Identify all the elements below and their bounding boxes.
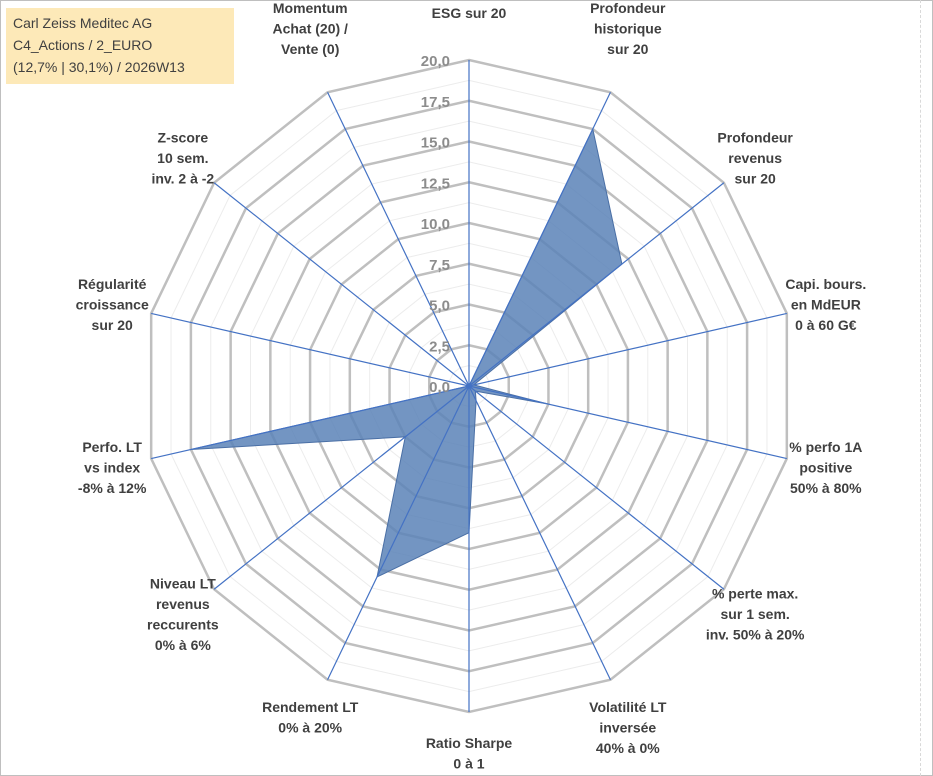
category-label-line: -8% à 12% [78, 480, 147, 496]
edge-divider [920, 0, 921, 776]
axis-spoke [151, 312, 470, 387]
category-label-line: sur 20 [735, 170, 776, 186]
category-label: Ratio Sharpe 0 à 1 [426, 735, 513, 772]
performance-week: (12,7% | 30,1%) / 2026W13 [13, 59, 185, 75]
category-label-line: Régularité [78, 276, 147, 292]
category-label-line: Niveau LT [150, 575, 216, 591]
category-label-line: ESG sur 20 [432, 5, 507, 21]
axis-spoke [468, 182, 725, 387]
category-label-line: Profondeur [717, 129, 793, 145]
category-label-line: historique [594, 21, 662, 37]
category-label-line: revenus [156, 596, 210, 612]
category-label: Régularité croissance sur 20 [76, 276, 149, 333]
category-label-line: revenus [728, 150, 782, 166]
category-label-line: 40% à 0% [596, 740, 660, 756]
axis-spoke [151, 385, 470, 460]
axis-spokes [151, 60, 787, 712]
axis-spoke [468, 312, 787, 387]
tick-label: 5,0 [429, 298, 450, 315]
category-label: Profondeur historique sur 20 [590, 0, 666, 57]
category-label-line: % perte max. [712, 586, 798, 602]
category-label-line: inv. 2 à -2 [151, 170, 214, 186]
series-area [190, 127, 623, 578]
tick-label: 15,0 [421, 135, 450, 152]
axis-spoke [213, 385, 470, 590]
category-label: Momentum Achat (20) / Vente (0) [272, 0, 348, 57]
category-label: Note ESG sur 20 [432, 0, 507, 21]
category-label-line: Note [453, 0, 484, 1]
category-label-line: croissance [76, 297, 149, 313]
tick-label: 0,0 [429, 379, 450, 396]
category-label-line: inversée [599, 719, 656, 735]
axis-spoke [327, 92, 470, 387]
category-label: Perfo. LT vs index -8% à 12% [78, 439, 147, 496]
category-label: % perfo 1A positive 50% à 80% [789, 439, 862, 496]
radial-tick-labels: 0,0 2,5 5,0 7,5 10,0 12,5 15,0 17,5 20,0 [421, 53, 450, 396]
category-label: Capi. bours. en MdEUR 0 à 60 G€ [785, 276, 866, 333]
portfolio-category: C4_Actions / 2_EURO [13, 37, 153, 53]
category-label-line: 0 à 1 [453, 756, 484, 772]
category-label-line: sur 20 [607, 41, 648, 57]
category-label-line: sur 1 sem. [721, 606, 790, 622]
category-label-line: 50% à 80% [790, 480, 862, 496]
tick-label: 7,5 [429, 257, 450, 274]
axis-spoke [468, 385, 725, 590]
category-label-line: 0% à 20% [278, 719, 342, 735]
category-label-line: inv. 50% à 20% [706, 627, 805, 643]
category-label-line: % perfo 1A [789, 439, 862, 455]
category-label: Profondeur revenus sur 20 [717, 129, 793, 186]
category-label-line: Z-score [158, 129, 209, 145]
series-layer [190, 127, 623, 578]
category-label-line: 10 sem. [157, 150, 208, 166]
category-label-line: Vente (0) [281, 41, 339, 57]
chart-title-box: Carl Zeiss Meditec AG C4_Actions / 2_EUR… [6, 8, 234, 84]
category-label: Niveau LT revenus reccurents 0% à 6% [147, 575, 219, 653]
category-label-line: 0% à 6% [155, 637, 212, 653]
axis-spoke [468, 385, 787, 460]
tick-label: 17,5 [421, 94, 450, 111]
category-label-line: en MdEUR [791, 297, 861, 313]
category-label-line: Volatilité LT [589, 699, 667, 715]
axis-spoke [327, 385, 470, 680]
category-labels: Note ESG sur 20 Profondeur historique sur 20… [76, 0, 867, 772]
category-label-line: vs index [84, 459, 140, 475]
category-label-line: Capi. bours. [785, 276, 866, 292]
company-name: Carl Zeiss Meditec AG [13, 15, 153, 31]
category-label: Z-score 10 sem. inv. 2 à -2 [151, 129, 214, 186]
category-label: % perte max. sur 1 sem. inv. 50% à 20% [706, 586, 805, 643]
axis-spoke [213, 182, 470, 387]
category-label-line: 0 à 60 G€ [795, 317, 857, 333]
category-label: Volatilité LT inversée 40% à 0% [589, 699, 667, 756]
category-label-line: Perfo. LT [82, 439, 142, 455]
category-label-line: Rendement LT [262, 699, 359, 715]
tick-label: 20,0 [421, 53, 450, 70]
category-label-line: sur 20 [92, 317, 133, 333]
category-label-line: Momentum [273, 0, 348, 16]
tick-label: 10,0 [421, 216, 450, 233]
axis-spoke [468, 92, 611, 387]
axis-spoke [468, 385, 611, 680]
category-label-line: Ratio Sharpe [426, 735, 513, 751]
category-label-line: Profondeur [590, 0, 666, 16]
category-label-line: Achat (20) / [272, 21, 348, 37]
tick-label: 12,5 [421, 175, 450, 192]
tick-label: 2,5 [429, 338, 450, 355]
category-label-line: reccurents [147, 616, 219, 632]
category-label: Rendement LT 0% à 20% [262, 699, 359, 736]
category-label-line: positive [799, 459, 852, 475]
